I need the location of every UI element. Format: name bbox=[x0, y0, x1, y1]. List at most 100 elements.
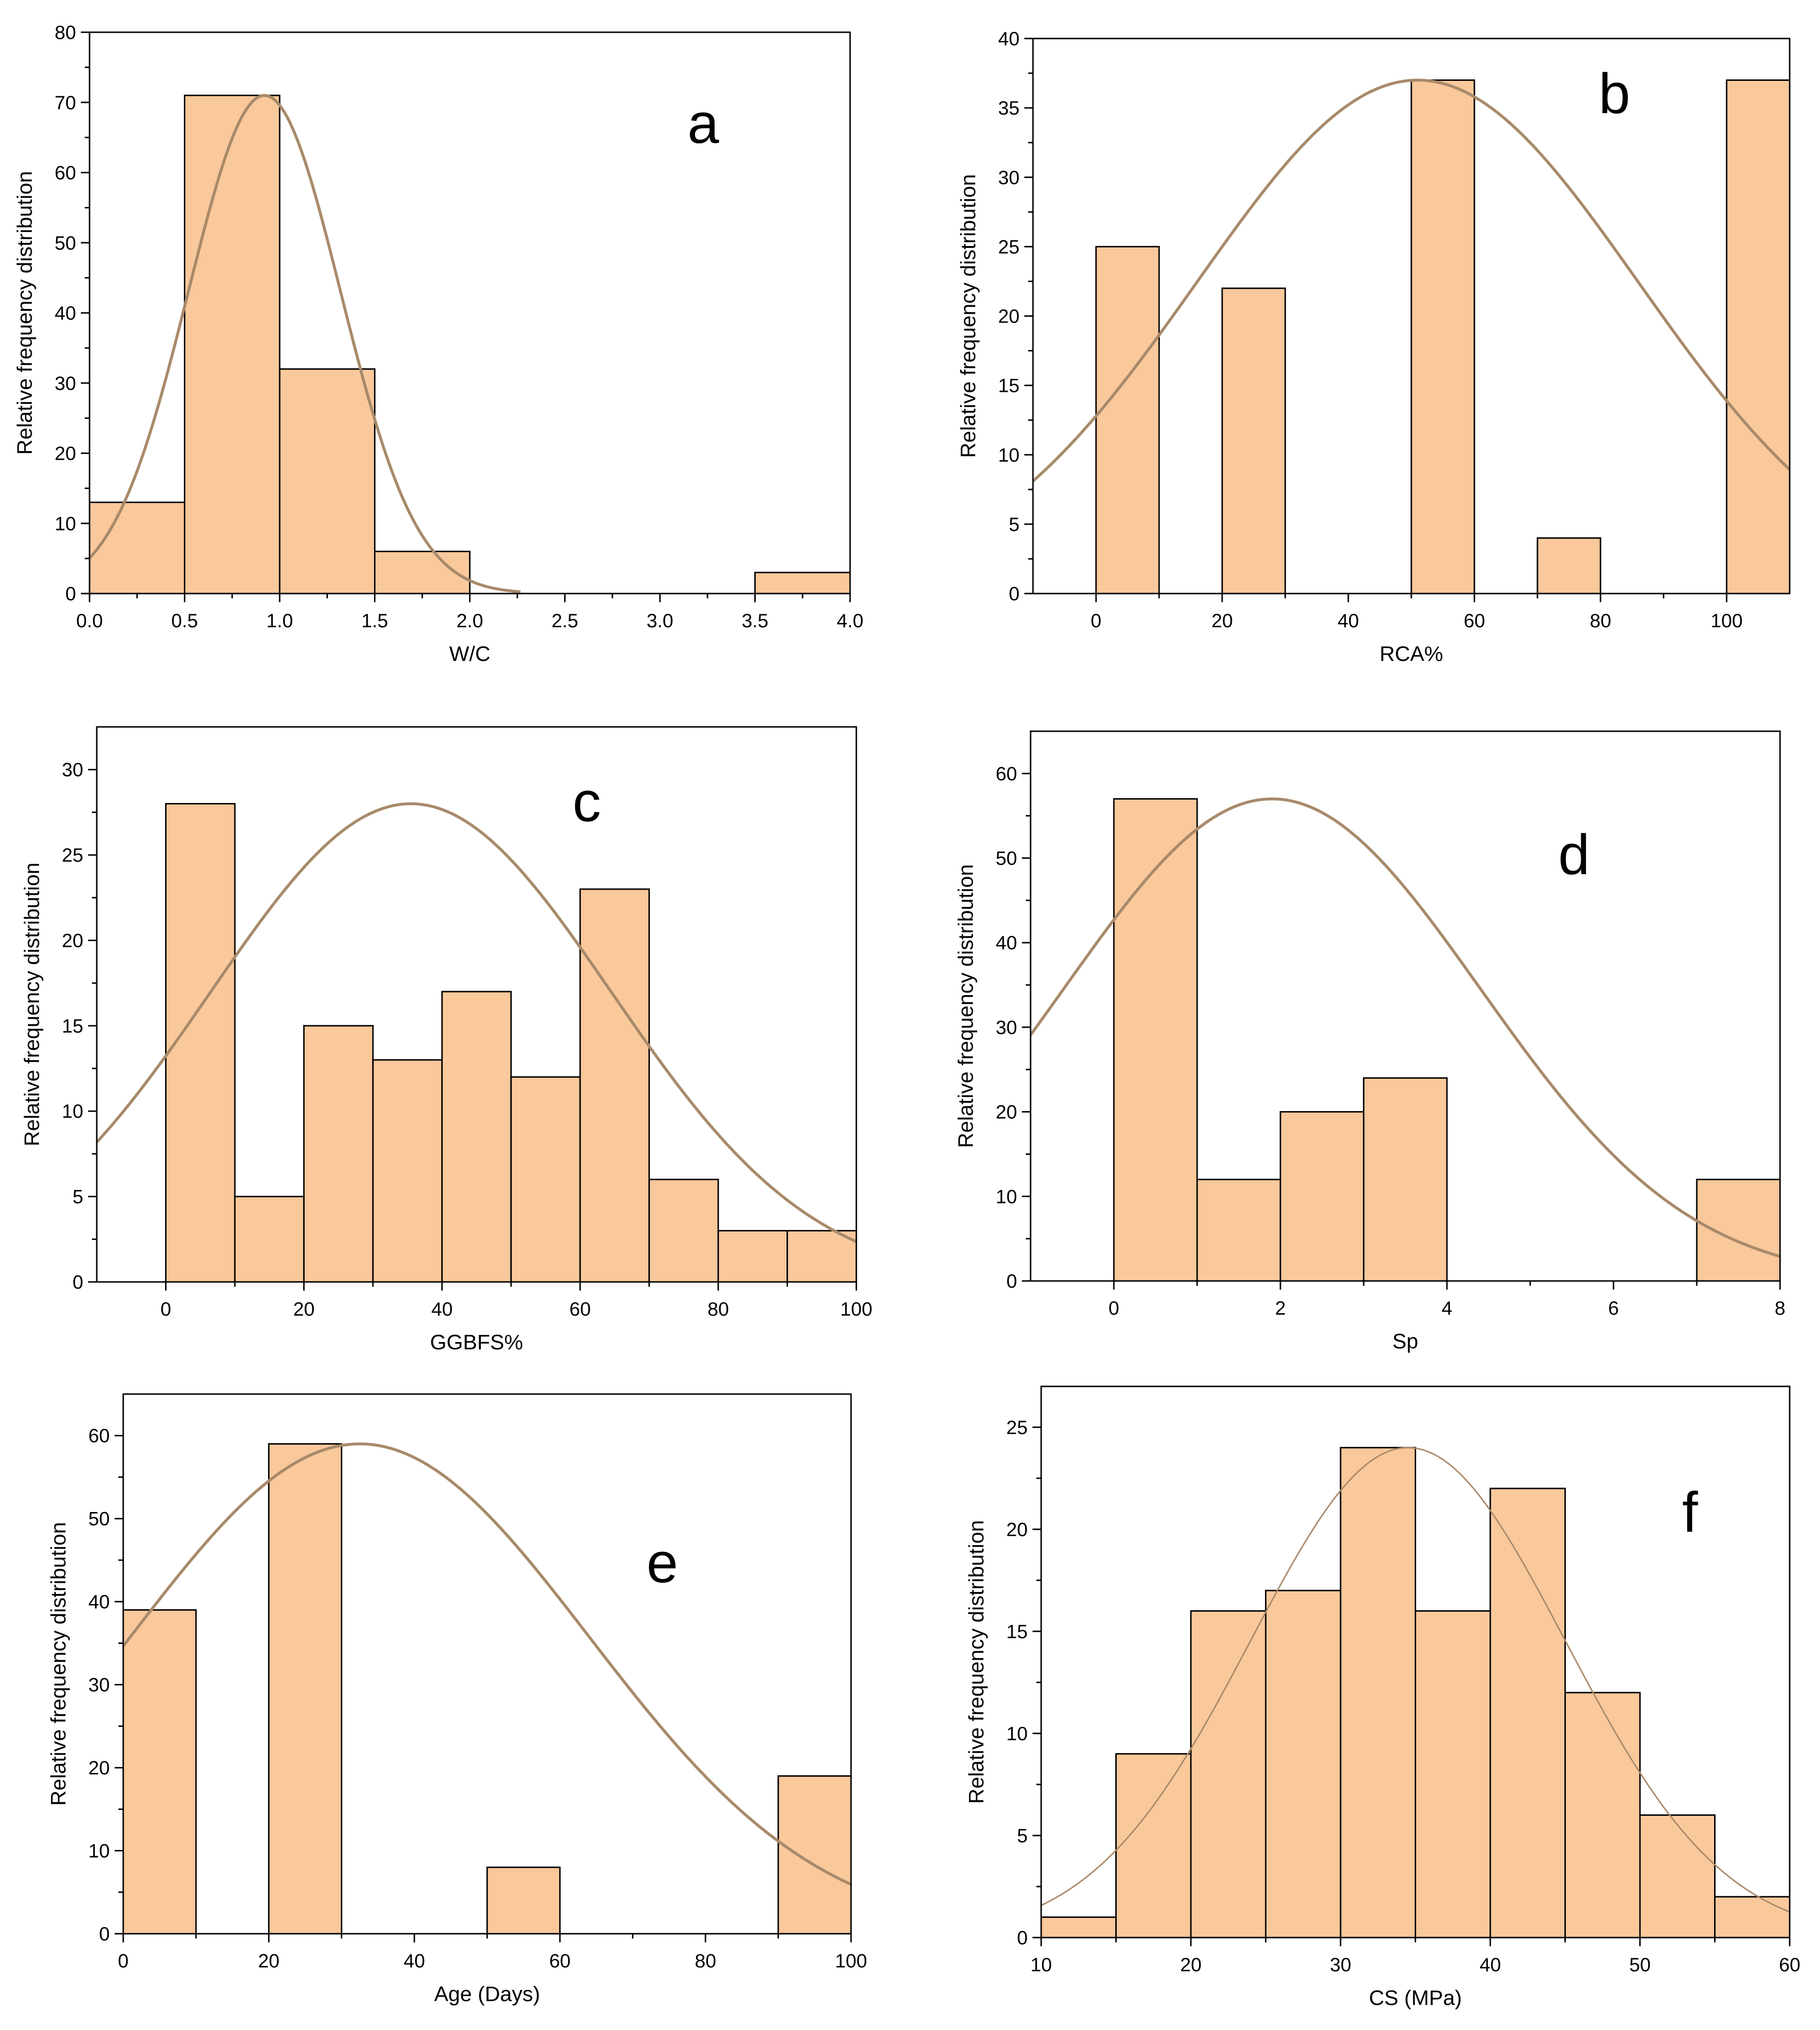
x-tick-label: 40 bbox=[404, 1951, 426, 1972]
panel-label: d bbox=[1558, 823, 1590, 887]
histogram-bar bbox=[1714, 1896, 1791, 1939]
x-tick-label: 100 bbox=[840, 1299, 873, 1320]
x-tick-label: 60 bbox=[549, 1951, 571, 1972]
x-tick-label: 100 bbox=[835, 1951, 867, 1972]
histogram-bar bbox=[1340, 1447, 1416, 1939]
y-axis-title: Relative frequency distribution bbox=[956, 174, 980, 458]
x-tick-label: 80 bbox=[695, 1951, 716, 1972]
y-tick-label: 60 bbox=[996, 763, 1018, 785]
x-tick-label: 0 bbox=[160, 1299, 171, 1320]
histogram-bar bbox=[279, 368, 375, 595]
y-tick-label: 40 bbox=[996, 932, 1018, 954]
histogram-bar bbox=[1415, 1610, 1491, 1939]
y-tick-label: 40 bbox=[998, 28, 1020, 50]
y-tick-label: 10 bbox=[998, 445, 1020, 466]
histogram-bar bbox=[1410, 79, 1475, 595]
panel-label: a bbox=[687, 92, 719, 155]
panel-label: c bbox=[573, 770, 601, 834]
normal-fit-curve bbox=[88, 94, 521, 594]
y-tick-label: 60 bbox=[89, 1425, 110, 1447]
histogram-bar bbox=[268, 1443, 343, 1935]
histogram-bar bbox=[1489, 1487, 1566, 1939]
x-axis-title: Sp bbox=[1393, 1330, 1419, 1353]
x-tick-label: 10 bbox=[1031, 1954, 1052, 1976]
y-tick-label: 10 bbox=[996, 1186, 1018, 1207]
y-tick-label: 10 bbox=[1007, 1723, 1028, 1745]
x-tick-label: 60 bbox=[1779, 1954, 1801, 1976]
histogram-bar bbox=[510, 1076, 581, 1283]
y-tick-label: 35 bbox=[998, 98, 1020, 119]
normal-fit-curve bbox=[122, 1442, 852, 1886]
y-tick-label: 15 bbox=[1007, 1621, 1028, 1642]
histogram-bar bbox=[1564, 1692, 1641, 1939]
y-tick-label: 40 bbox=[89, 1591, 110, 1613]
histogram-bar bbox=[1536, 537, 1601, 595]
histogram-bar bbox=[1363, 1077, 1448, 1282]
y-tick-label: 30 bbox=[89, 1675, 110, 1696]
x-tick-label: 60 bbox=[569, 1299, 591, 1320]
y-tick-label: 25 bbox=[62, 845, 84, 866]
x-tick-label: 100 bbox=[1711, 610, 1743, 632]
x-tick-label: 3.5 bbox=[742, 610, 769, 632]
chart-panel-b: 0 20 40 60 80 100 0 5 10 15 20 25 30 35 40 RCA% Relative… bbox=[956, 28, 1791, 666]
y-tick-label: 5 bbox=[73, 1187, 83, 1208]
chart-panel-e: 0 20 40 60 80 100 0 10 20 30 40 50 60 Age (Days) Relat… bbox=[47, 1393, 867, 2006]
y-tick-label: 15 bbox=[62, 1016, 84, 1037]
histogram-bar bbox=[1696, 1178, 1781, 1282]
x-tick-label: 2.5 bbox=[552, 610, 579, 632]
x-tick-label: 2 bbox=[1275, 1298, 1286, 1319]
x-tick-label: 80 bbox=[708, 1299, 729, 1320]
normal-fit-curve bbox=[1029, 797, 1781, 1258]
x-tick-label: 0 bbox=[1109, 1298, 1119, 1319]
y-axis-title: Relative frequency distribution bbox=[13, 171, 37, 454]
y-tick-label: 20 bbox=[89, 1758, 110, 1779]
y-tick-label: 60 bbox=[55, 163, 77, 184]
panel-label: f bbox=[1682, 1481, 1698, 1544]
x-tick-label: 2.0 bbox=[456, 610, 483, 632]
x-tick-label: 6 bbox=[1608, 1298, 1619, 1319]
y-tick-label: 50 bbox=[55, 233, 77, 254]
x-tick-label: 30 bbox=[1330, 1954, 1352, 1976]
y-tick-label: 20 bbox=[998, 306, 1020, 327]
y-tick-label: 80 bbox=[55, 22, 77, 43]
y-tick-label: 0 bbox=[1007, 1271, 1017, 1292]
x-tick-label: 40 bbox=[431, 1299, 453, 1320]
y-tick-label: 25 bbox=[998, 236, 1020, 258]
y-tick-label: 20 bbox=[1007, 1519, 1028, 1540]
x-tick-label: 60 bbox=[1464, 610, 1485, 632]
y-tick-label: 0 bbox=[99, 1924, 110, 1945]
y-tick-label: 0 bbox=[73, 1272, 83, 1293]
y-tick-label: 0 bbox=[65, 583, 76, 605]
histogram-bar bbox=[787, 1230, 857, 1283]
histogram-bar bbox=[89, 502, 185, 595]
y-tick-label: 0 bbox=[1009, 583, 1020, 605]
histogram-bar bbox=[1221, 287, 1286, 595]
chart-panel-f: 10 20 30 40 50 60 0 5 10 15 20 25 CS (MPa) Relative f… bbox=[965, 1385, 1801, 2010]
histogram-bar bbox=[777, 1775, 852, 1935]
x-tick-label: 0.5 bbox=[171, 610, 198, 632]
histogram-bar bbox=[1639, 1814, 1716, 1939]
histogram-bar bbox=[1726, 79, 1791, 595]
x-tick-label: 40 bbox=[1338, 610, 1359, 632]
plot-frame bbox=[122, 1393, 852, 1935]
plot-frame bbox=[1030, 730, 1781, 1282]
y-tick-label: 10 bbox=[89, 1841, 110, 1862]
histogram-bar bbox=[754, 571, 851, 595]
histogram-bar bbox=[1040, 1916, 1117, 1939]
x-tick-label: 0 bbox=[118, 1951, 129, 1972]
y-tick-label: 0 bbox=[1017, 1927, 1028, 1949]
normal-fit-curve bbox=[1041, 1447, 1790, 1913]
histogram-bar bbox=[1265, 1590, 1342, 1939]
chart-panel-d: 0 2 4 6 8 0 10 20 30 40 50 60 Sp Relative frequency d… bbox=[954, 730, 1785, 1353]
plot-frame bbox=[96, 726, 857, 1283]
histogram-bar bbox=[1196, 1178, 1281, 1282]
panel-label: b bbox=[1599, 62, 1630, 126]
y-tick-label: 5 bbox=[1009, 514, 1020, 535]
x-tick-label: 20 bbox=[1212, 610, 1233, 632]
histogram-bar bbox=[1279, 1111, 1365, 1282]
y-tick-label: 20 bbox=[55, 443, 77, 465]
histogram-bar bbox=[1115, 1753, 1192, 1939]
x-tick-label: 1.0 bbox=[266, 610, 293, 632]
histogram-bar bbox=[165, 803, 236, 1283]
